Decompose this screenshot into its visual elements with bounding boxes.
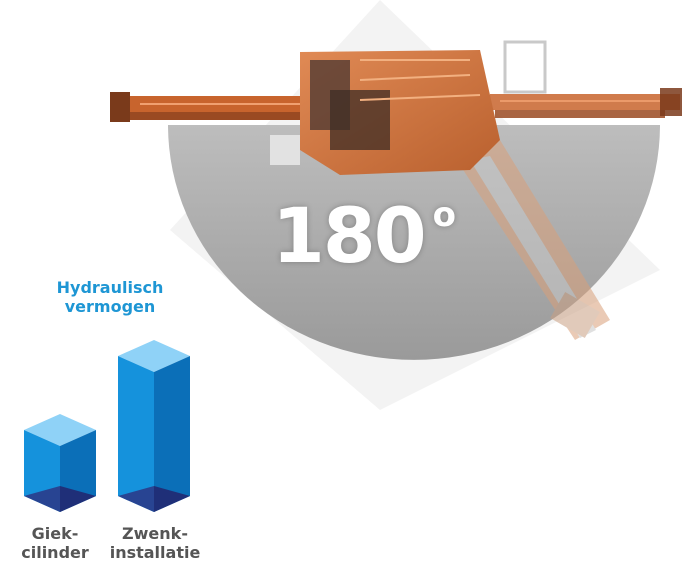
bar-label-giek-cilinder: Giek- cilinder <box>10 524 100 562</box>
excavator-body <box>270 40 547 175</box>
rotation-angle-value: 180 <box>272 191 427 280</box>
bar-label-line2: installatie <box>109 543 201 562</box>
bar-giek-cilinder <box>24 414 96 512</box>
chart-title-line1: Hydraulisch <box>56 278 164 297</box>
degree-symbol: o <box>432 195 456 235</box>
chart-title: Hydraulisch vermogen <box>20 278 200 316</box>
bar-label-line1: Giek- <box>31 524 79 543</box>
bar-label-zwenk-installatie: Zwenk- installatie <box>102 524 208 562</box>
rotation-disc <box>168 125 660 360</box>
bar-zwenk-installatie <box>118 340 190 512</box>
rotation-angle-label: 180 o <box>272 198 456 274</box>
bar-label-line2: cilinder <box>21 543 89 562</box>
ghost-boom-arm <box>450 140 610 340</box>
chart-title-line2: vermogen <box>64 297 156 316</box>
right-boom-arm <box>490 88 682 118</box>
bar-chart <box>24 340 190 512</box>
bar-label-line1: Zwenk- <box>122 524 188 543</box>
left-boom-arm <box>110 92 312 122</box>
